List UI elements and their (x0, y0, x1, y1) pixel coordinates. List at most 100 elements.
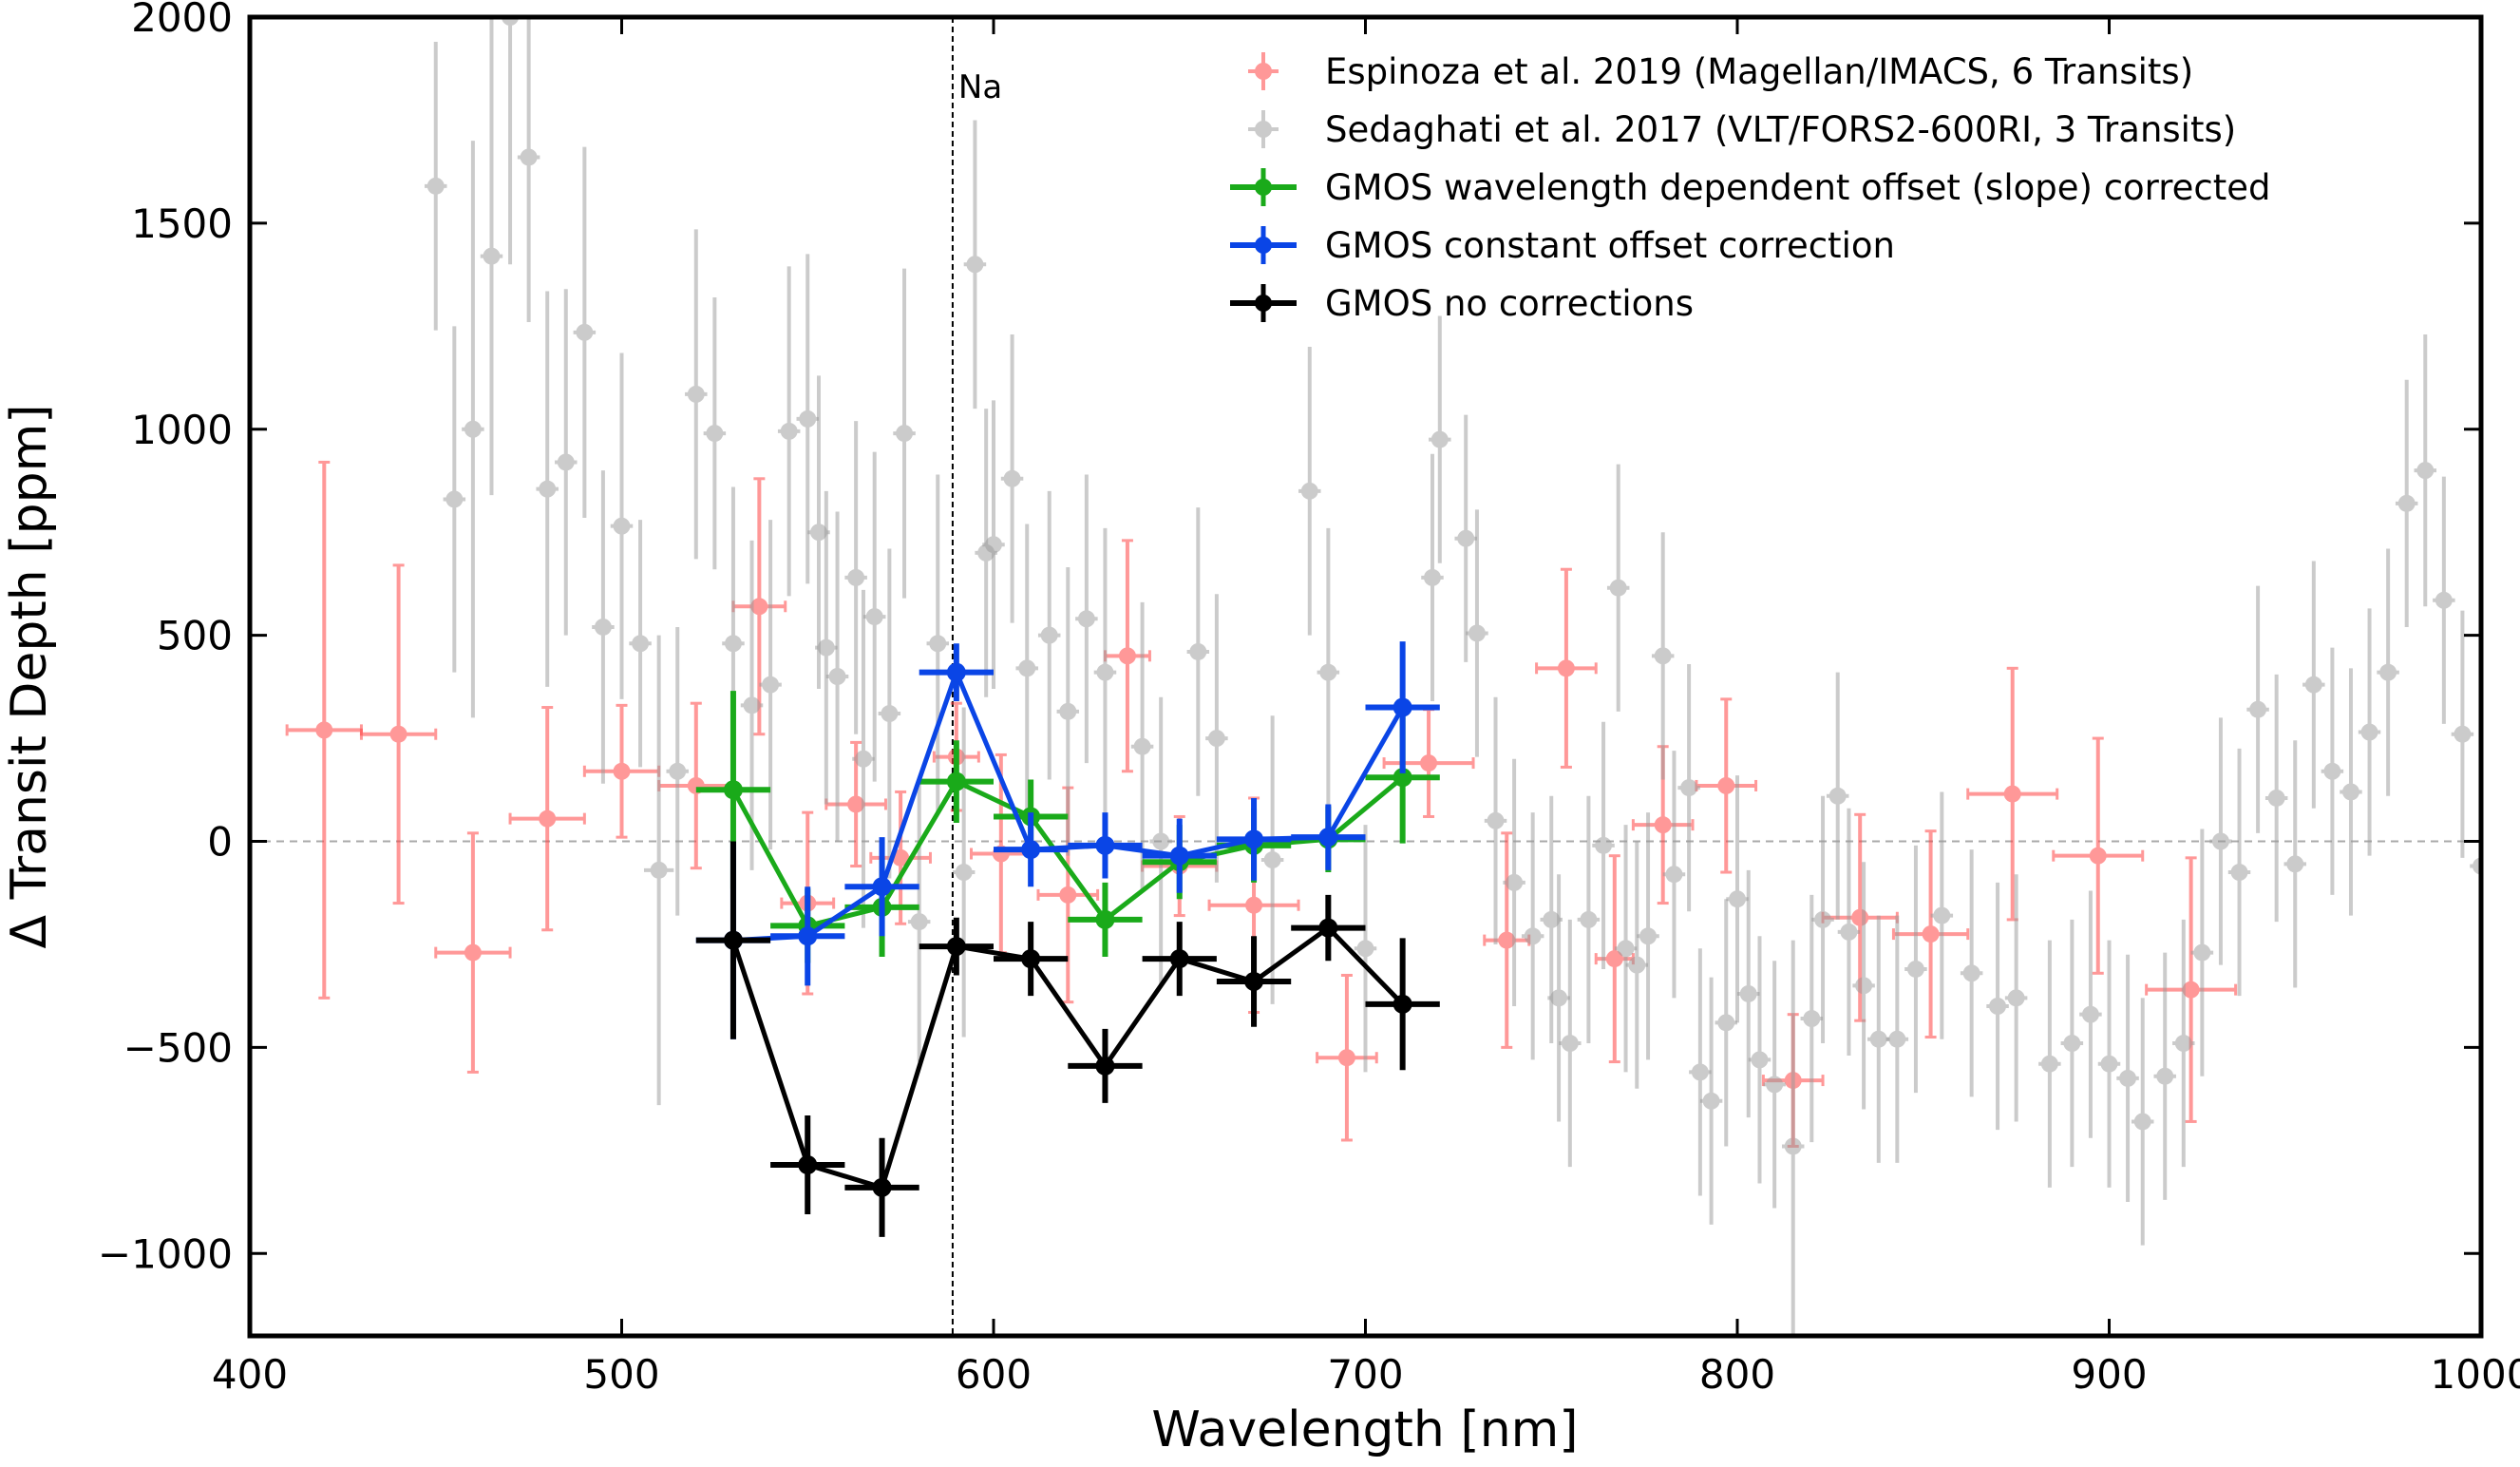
data-point (2131, 998, 2154, 1246)
data-point (1577, 795, 1601, 1044)
marker (1118, 647, 1136, 665)
data-point (1291, 894, 1366, 962)
legend-handle (1230, 284, 1297, 322)
series-layer (285, 17, 2481, 1336)
marker (1337, 1049, 1355, 1067)
data-point (359, 563, 438, 905)
marker (1739, 984, 1757, 1002)
data-point (1606, 464, 1630, 712)
data-point (1547, 874, 1570, 1122)
legend-handle (1230, 168, 1297, 206)
data-point (1885, 915, 1909, 1163)
marker (1003, 469, 1021, 487)
marker (632, 635, 650, 653)
data-point (2264, 674, 2288, 923)
marker (557, 453, 575, 471)
marker (1869, 1030, 1887, 1048)
data-point (759, 520, 782, 850)
marker (1356, 940, 1374, 958)
data-point (1677, 663, 1700, 912)
data-point (2340, 668, 2362, 916)
data-point (1142, 922, 1217, 997)
legend-marker (1255, 237, 1272, 254)
marker (1059, 886, 1077, 904)
marker (1021, 949, 1041, 969)
data-point (731, 477, 787, 736)
legend-entry: GMOS no corrections (1230, 283, 1694, 324)
marker (1729, 890, 1746, 908)
marker (2416, 462, 2435, 480)
marker (1680, 779, 1698, 797)
marker (1018, 659, 1036, 677)
data-point (1811, 795, 1834, 1044)
marker (1244, 971, 1264, 991)
marker (872, 1177, 892, 1197)
data-point (1637, 812, 1659, 1060)
marker (1423, 568, 1441, 586)
data-point (499, 17, 521, 265)
marker (2267, 789, 2285, 807)
marker (750, 598, 768, 616)
marker (1318, 918, 1338, 938)
data-point (666, 626, 689, 916)
data-point (1625, 841, 1649, 1089)
legend-entry: GMOS wavelength dependent offset (slope)… (1230, 167, 2271, 208)
marker (2360, 723, 2378, 741)
data-point (1781, 940, 1805, 1336)
data-point (2116, 954, 2139, 1203)
marker (1609, 579, 1627, 597)
marker (389, 725, 407, 743)
marker (955, 864, 973, 882)
legend-marker (1255, 179, 1272, 196)
marker (426, 177, 445, 195)
marker (1244, 829, 1264, 849)
data-point (657, 701, 735, 870)
marker (2379, 663, 2397, 681)
data-point (2060, 919, 2084, 1168)
marker (1717, 776, 1735, 794)
data-point (2004, 874, 2028, 1122)
marker (1021, 840, 1041, 860)
marker (1263, 851, 1281, 869)
data-point (844, 1137, 919, 1237)
data-point (703, 296, 727, 570)
marker (946, 662, 966, 682)
data-point (643, 635, 674, 1106)
marker (1628, 956, 1646, 974)
data-point (1260, 715, 1284, 1004)
legend: Espinoza et al. 2019 (Magellan/IMACS, 6 … (1230, 51, 2271, 324)
data-point (1454, 414, 1477, 662)
marker (1096, 663, 1114, 681)
data-point (1483, 831, 1531, 1049)
marker (2304, 676, 2322, 694)
marker (2454, 725, 2472, 743)
data-point (2209, 717, 2232, 965)
data-point (919, 740, 994, 823)
data-point (1149, 696, 1172, 986)
data-point (878, 548, 901, 879)
data-point (1056, 567, 1080, 856)
x-axis-title: Wavelength [nm] (1151, 1401, 1578, 1458)
series-line (730, 775, 1405, 929)
data-point (2079, 890, 2102, 1138)
data-point (844, 421, 867, 734)
data-point (1960, 849, 1983, 1097)
data-point (2377, 548, 2399, 796)
legend-handle (1248, 52, 1279, 90)
legend-marker (1255, 63, 1272, 80)
data-point (2190, 829, 2214, 1076)
marker (594, 618, 612, 636)
data-point (1904, 845, 1927, 1094)
x-tick-label: 400 (212, 1351, 288, 1398)
data-point (907, 781, 931, 1062)
data-point (573, 146, 597, 519)
marker (1550, 989, 1568, 1007)
marker (1524, 927, 1542, 945)
marker (2323, 762, 2341, 780)
data-point (815, 490, 838, 805)
legend-entry: GMOS constant offset correction (1230, 225, 1895, 266)
marker (1095, 1056, 1115, 1076)
marker (2119, 1069, 2137, 1087)
data-point (1699, 977, 1723, 1225)
data-point (1298, 347, 1321, 636)
